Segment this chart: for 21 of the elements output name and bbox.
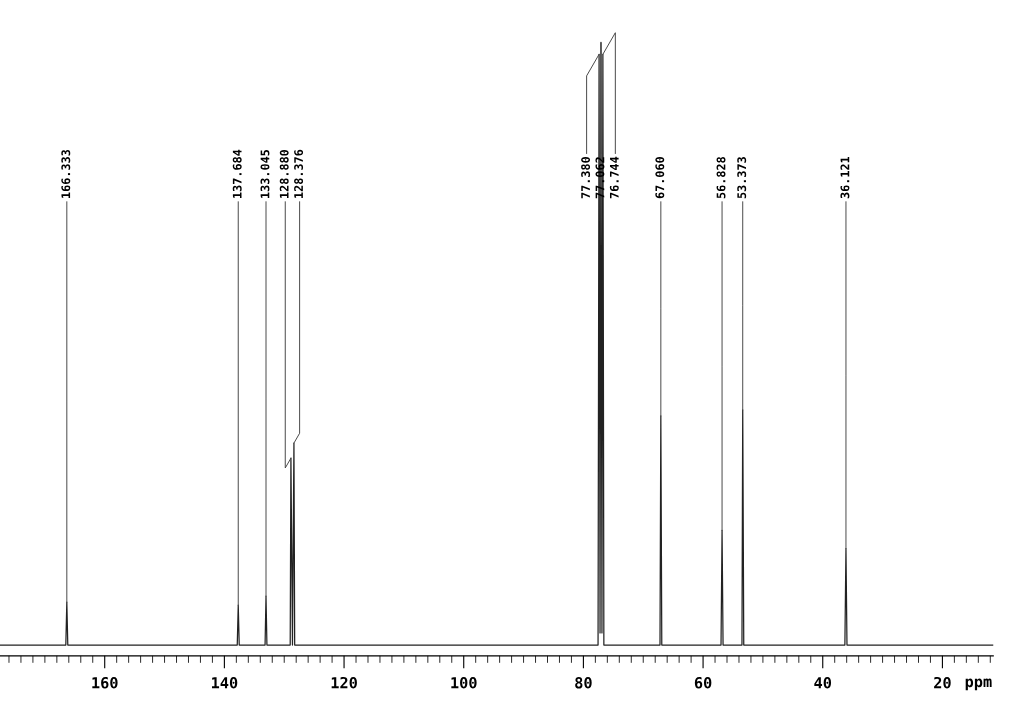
x-tick-label: 120 — [331, 676, 357, 689]
x-tick-label: 100 — [451, 676, 477, 689]
x-axis-title: ppm — [965, 678, 992, 691]
annotation: 53.373 — [737, 157, 747, 199]
annotation: 77.062 — [595, 157, 605, 199]
annotation: 56.828 — [716, 157, 726, 199]
annotation: 137.684 — [232, 149, 242, 198]
x-tick-label: 20 — [934, 676, 951, 689]
annotation: 166.333 — [61, 149, 71, 198]
annotation: 77.380 — [581, 157, 591, 199]
annotation: 67.060 — [655, 157, 665, 199]
x-tick-label: 80 — [575, 676, 592, 689]
annotation: 128.880 — [279, 149, 289, 198]
x-tick-label: 40 — [814, 676, 832, 689]
annotation: 133.045 — [260, 150, 270, 198]
annotation: 128.376 — [294, 149, 304, 198]
annotation: 76.744 — [609, 156, 619, 199]
x-tick-label: 60 — [694, 676, 712, 689]
annotation: 36.121 — [840, 156, 850, 199]
x-tick-label: 140 — [211, 676, 238, 689]
x-tick-label: 160 — [92, 676, 118, 689]
